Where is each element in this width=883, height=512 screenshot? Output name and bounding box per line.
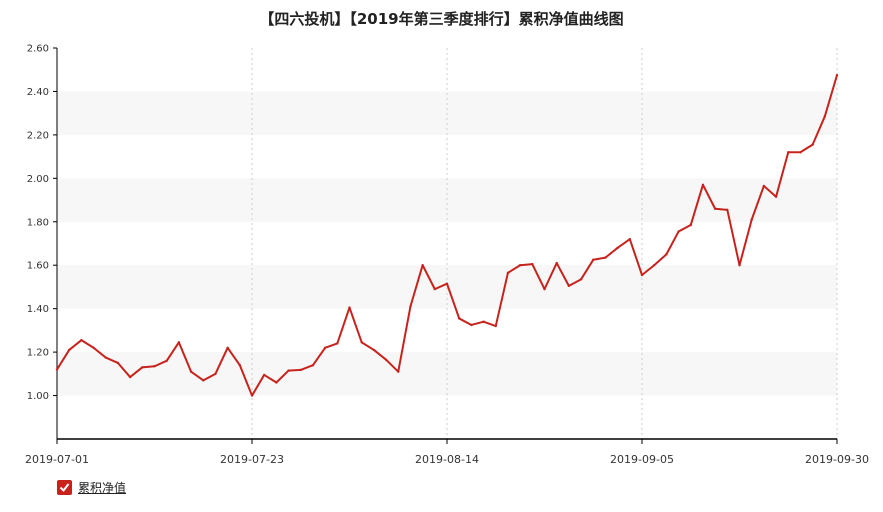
data-point[interactable] [799, 151, 802, 154]
x-tick-label: 2019-09-05 [610, 453, 674, 466]
data-point[interactable] [189, 370, 193, 373]
data-point[interactable] [531, 262, 534, 266]
series-layer [55, 73, 839, 397]
y-tick-label: 2.40 [27, 87, 49, 98]
data-point[interactable] [543, 287, 546, 291]
y-tick-label: 2.00 [27, 174, 49, 185]
data-point[interactable] [202, 379, 205, 382]
data-point[interactable] [287, 369, 290, 372]
data-point[interactable] [470, 323, 473, 327]
data-point[interactable] [750, 218, 753, 221]
x-tick-label: 2019-09-30 [805, 453, 869, 466]
y-tick-label: 2.20 [27, 130, 49, 141]
checkbox-icon[interactable] [57, 480, 72, 495]
data-point[interactable] [250, 394, 254, 397]
data-point[interactable] [128, 375, 132, 379]
data-point[interactable] [652, 264, 656, 267]
y-tick-label: 1.80 [27, 217, 49, 228]
data-point[interactable] [433, 287, 437, 291]
data-point[interactable] [336, 342, 339, 345]
x-tick-label: 2019-07-01 [25, 453, 89, 466]
data-point[interactable] [384, 358, 388, 361]
data-point[interactable] [141, 366, 144, 369]
data-point[interactable] [165, 359, 168, 362]
data-point[interactable] [592, 258, 595, 261]
legend-label: 累积净值 [78, 481, 127, 495]
data-point[interactable] [177, 341, 181, 344]
data-point[interactable] [701, 183, 705, 187]
legend-item[interactable]: 累积净值 [57, 479, 126, 496]
y-tick-label: 1.00 [27, 391, 49, 402]
data-point[interactable] [774, 195, 778, 198]
data-point[interactable] [238, 363, 242, 367]
data-point[interactable] [604, 256, 607, 259]
grid-band [57, 265, 837, 309]
x-tick-label: 2019-07-23 [220, 453, 284, 466]
data-point[interactable] [323, 346, 327, 349]
data-point[interactable] [409, 305, 412, 308]
data-point[interactable] [445, 282, 449, 285]
data-point[interactable] [67, 348, 71, 352]
data-point[interactable] [738, 264, 741, 267]
data-point[interactable] [506, 271, 510, 275]
data-point[interactable] [360, 341, 363, 344]
data-point[interactable] [762, 184, 766, 188]
data-point[interactable] [689, 223, 692, 227]
data-point[interactable] [226, 346, 229, 349]
data-point[interactable] [153, 365, 156, 368]
vertical-gridlines [251, 48, 838, 439]
data-point[interactable] [421, 264, 424, 267]
data-point[interactable] [555, 261, 558, 265]
y-tick-label: 2.60 [27, 44, 49, 55]
y-tick-label: 1.40 [27, 304, 49, 315]
data-point[interactable] [665, 253, 668, 256]
data-point[interactable] [518, 264, 522, 267]
data-point[interactable] [482, 320, 485, 323]
data-point[interactable] [262, 373, 266, 377]
y-axis: 1.00 1.20 1.40 1.60 1.80 2.00 2.20 2.40 2.60 [27, 44, 58, 439]
data-point[interactable] [116, 361, 120, 365]
data-point[interactable] [567, 284, 571, 288]
y-tick-label: 1.20 [27, 348, 49, 359]
data-point[interactable] [787, 151, 790, 154]
data-point[interactable] [579, 278, 583, 281]
data-point[interactable] [677, 230, 680, 233]
data-point[interactable] [275, 381, 278, 384]
data-point[interactable] [348, 306, 351, 309]
grid-bands [57, 91, 837, 396]
data-point[interactable] [835, 73, 839, 77]
data-point[interactable] [55, 368, 59, 371]
x-tick-label: 2019-08-14 [415, 453, 479, 466]
data-point[interactable] [311, 363, 315, 367]
chart-title: 【四六投机】【2019年第三季度排行】累积净值曲线图 [259, 10, 624, 28]
data-point[interactable] [494, 324, 497, 328]
data-point[interactable] [726, 208, 729, 212]
data-point[interactable] [92, 346, 95, 349]
data-point[interactable] [397, 370, 400, 373]
data-point[interactable] [80, 338, 83, 342]
x-axis: 2019-07-01 2019-07-23 2019-08-14 2019-09-05… [25, 438, 869, 466]
data-point[interactable] [299, 368, 302, 372]
data-point[interactable] [616, 246, 619, 250]
data-point[interactable] [713, 207, 717, 210]
data-point[interactable] [628, 237, 632, 241]
data-point[interactable] [811, 143, 814, 146]
data-point[interactable] [640, 273, 644, 277]
data-point[interactable] [372, 348, 376, 352]
data-point[interactable] [457, 317, 461, 320]
y-tick-label: 1.60 [27, 261, 49, 272]
data-point[interactable] [104, 356, 107, 359]
data-point[interactable] [214, 372, 217, 376]
data-point[interactable] [823, 115, 827, 118]
